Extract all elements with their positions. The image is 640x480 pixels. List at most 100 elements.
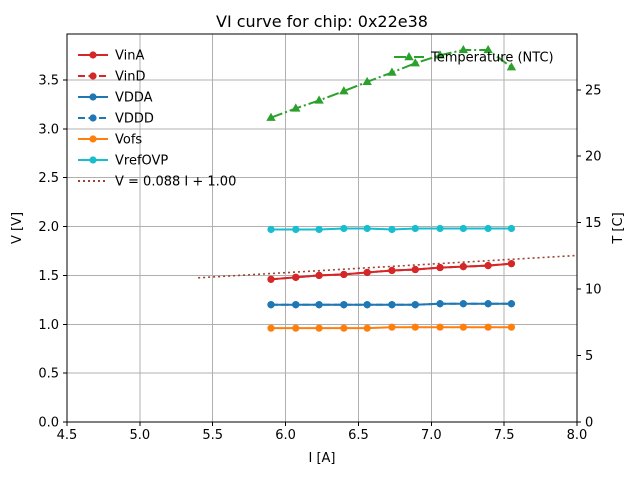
y-right-tick-label: 5: [585, 349, 593, 364]
data-point-marker: [484, 323, 492, 331]
data-point-marker: [507, 260, 516, 268]
y-right-tick-label: 10: [585, 283, 602, 298]
legend-entry: V = 0.088 I + 1.00: [78, 175, 236, 190]
data-point-marker: [388, 301, 396, 309]
data-point-marker: [411, 224, 419, 233]
data-point-marker: [292, 301, 300, 309]
series-layer: [198, 44, 578, 332]
data-point-marker: [458, 44, 469, 54]
y-left-axis-label: V [V]: [10, 212, 25, 244]
data-point-marker: [459, 300, 467, 308]
data-point-marker: [314, 95, 324, 104]
data-point-marker: [315, 225, 323, 234]
data-point-marker: [435, 50, 445, 59]
y-left-tick-label: 2.5: [38, 171, 59, 186]
legend-sample-marker: [89, 156, 97, 164]
legend-sample-marker: [89, 135, 97, 143]
legend-entry: VinA: [78, 49, 144, 64]
legend-label: Temperature (NTC): [430, 51, 554, 66]
y-left-tick-label: 3.0: [38, 122, 59, 137]
data-point-marker: [363, 224, 371, 233]
series-Vofs: [267, 323, 516, 332]
x-tick-label: 6.5: [348, 428, 369, 443]
data-point-marker: [363, 268, 371, 277]
legend-entry: Temperature (NTC): [394, 51, 554, 66]
data-point-marker: [363, 301, 371, 309]
data-point-marker: [484, 300, 492, 308]
data-point-marker: [267, 324, 275, 332]
data-point-marker: [411, 265, 419, 274]
data-point-marker: [388, 323, 396, 331]
series-VinD: [267, 260, 516, 283]
legend-sample-marker: [89, 93, 97, 101]
data-point-marker: [315, 271, 323, 280]
data-point-marker: [436, 300, 444, 308]
data-point-marker: [340, 270, 348, 279]
legend-sample-marker: [404, 52, 414, 61]
y-left-tick-label: 0.5: [38, 367, 59, 382]
data-point-marker: [267, 225, 275, 234]
data-point-marker: [340, 301, 348, 309]
data-point-marker: [339, 86, 349, 95]
legend-label: V = 0.088 I + 1.00: [115, 175, 236, 190]
data-point-marker: [483, 44, 493, 54]
data-point-marker: [267, 275, 275, 283]
legend-label: VinD: [115, 70, 145, 85]
data-point-marker: [362, 76, 372, 86]
fit-line: [198, 254, 578, 279]
data-point-marker: [459, 224, 467, 233]
legend-entry: Vofs: [78, 133, 142, 148]
legend-left: VinA VinD VDDA VDDD Vofs VrefOVP V = 0.088 I +…: [78, 49, 236, 190]
x-tick-label: 5.5: [202, 428, 223, 443]
axes: [63, 33, 581, 426]
x-tick-label: 7.0: [421, 428, 442, 443]
data-point-marker: [436, 263, 444, 272]
y-left-tick-label: 1.0: [38, 318, 59, 333]
legend-sample-marker: [89, 114, 97, 122]
data-point-marker: [459, 323, 467, 331]
data-point-marker: [411, 301, 419, 309]
x-tick-label: 8.0: [567, 428, 588, 443]
series-VDDD: [267, 300, 516, 309]
y-left-tick-label: 2.0: [38, 220, 59, 235]
legend-right: Temperature (NTC): [394, 51, 554, 66]
data-point-marker: [340, 324, 348, 332]
y-right-tick-label: 0: [585, 416, 593, 431]
data-point-marker: [291, 103, 301, 112]
data-point-marker: [315, 301, 323, 309]
data-point-marker: [292, 324, 300, 332]
y-right-tick-label: 15: [585, 216, 602, 231]
x-tick-label: 5.0: [130, 428, 151, 443]
data-point-marker: [411, 323, 419, 331]
y-left-tick-label: 0.0: [38, 416, 59, 431]
data-point-marker: [388, 225, 396, 234]
data-point-marker: [484, 262, 492, 270]
data-point-marker: [436, 224, 444, 233]
data-point-marker: [340, 224, 348, 233]
chart-title: VI curve for chip: 0x22e38: [216, 12, 428, 31]
y-right-tick-label: 25: [585, 83, 602, 98]
tick-labels: 4.5 5.0 5.5 6.0 6.5 7.0 7.5 8.0 0.0 0.5 1.0 1.5 2.0 2…: [38, 73, 601, 443]
legend-entry: VDDA: [78, 91, 153, 106]
data-point-marker: [266, 112, 276, 121]
y-right-axis-label: T [C]: [611, 212, 626, 244]
legend-label: VDDA: [115, 91, 153, 106]
data-point-marker: [507, 300, 516, 308]
y-left-tick-label: 1.5: [38, 269, 59, 284]
series-Temperature-NTC-: [266, 44, 517, 121]
x-tick-label: 7.5: [494, 428, 515, 443]
legend-entry: VDDD: [78, 112, 154, 127]
legend-label: Vofs: [115, 133, 142, 148]
data-point-marker: [484, 224, 492, 233]
data-point-marker: [506, 62, 517, 71]
legend-entry: VinD: [78, 70, 145, 85]
data-point-marker: [292, 225, 300, 234]
y-left-tick-label: 3.5: [38, 73, 59, 88]
data-point-marker: [315, 324, 323, 332]
legend-label: VrefOVP: [115, 154, 168, 169]
plot-frame: [66, 33, 578, 423]
legend-sample-marker: [89, 51, 97, 59]
legend-label: VDDD: [115, 112, 154, 127]
